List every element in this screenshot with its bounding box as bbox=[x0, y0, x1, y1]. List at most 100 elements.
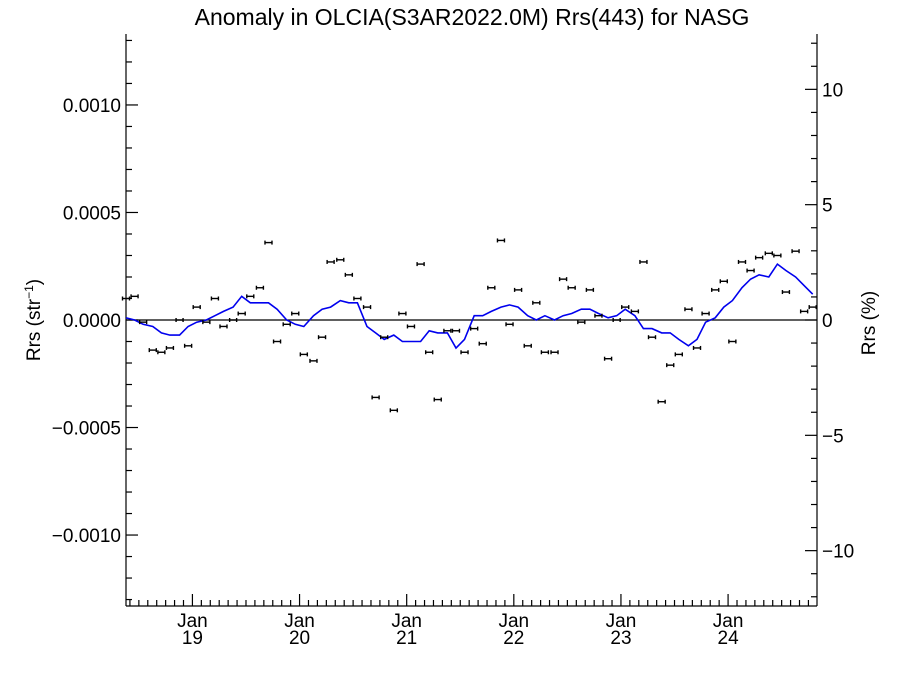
anomaly-point bbox=[255, 285, 265, 290]
anomaly-point bbox=[130, 294, 139, 299]
anomaly-point bbox=[719, 279, 728, 284]
anomaly-point bbox=[621, 305, 630, 310]
anomaly-point bbox=[487, 285, 496, 290]
anomaly-point bbox=[523, 343, 532, 348]
x-tick-label-month: Jan bbox=[391, 611, 422, 632]
anomaly-point bbox=[558, 277, 568, 282]
anomaly-point bbox=[799, 309, 809, 314]
anomaly-point bbox=[773, 253, 782, 258]
anomaly-point bbox=[684, 307, 693, 312]
anomaly-point bbox=[451, 328, 461, 333]
x-tick-label-month: Jan bbox=[713, 611, 744, 632]
x-tick-label-month: Jan bbox=[284, 611, 315, 632]
anomaly-point bbox=[746, 268, 755, 273]
anomaly-point bbox=[317, 335, 327, 340]
anomaly-point bbox=[183, 343, 193, 348]
x-tick-label-year: 22 bbox=[503, 628, 524, 649]
anomaly-point bbox=[210, 296, 220, 301]
anomaly-point bbox=[630, 309, 640, 314]
right-tick-label: 10 bbox=[822, 80, 843, 101]
x-tick-label-month: Jan bbox=[177, 611, 208, 632]
anomaly-point bbox=[282, 322, 291, 327]
y-axis-label-left-exponent: −1 bbox=[22, 285, 36, 299]
smoothed-line bbox=[125, 262, 814, 350]
chart-title: Anomaly in OLCIA(S3AR2022.0M) Rrs(443) f… bbox=[195, 4, 750, 30]
anomaly-point bbox=[398, 311, 407, 316]
anomaly-point bbox=[362, 305, 372, 310]
anomaly-point bbox=[219, 324, 228, 329]
anomaly-point bbox=[657, 399, 666, 404]
smoothed-series bbox=[125, 262, 814, 350]
left-tick-label: 0.0010 bbox=[63, 96, 121, 117]
anomaly-point bbox=[202, 320, 211, 325]
anomaly-point bbox=[711, 287, 720, 292]
y-axis-label-right: Rrs (%) bbox=[859, 291, 880, 355]
anomaly-point bbox=[246, 294, 255, 299]
anomaly-point bbox=[228, 318, 238, 322]
anomaly-point bbox=[603, 356, 613, 361]
left-tick-label: 0.0000 bbox=[63, 311, 121, 332]
anomaly-point bbox=[737, 259, 747, 264]
anomaly-point bbox=[513, 287, 523, 292]
y-axis-label-left-text: Rrs (str bbox=[24, 298, 45, 361]
anomaly-point bbox=[478, 341, 487, 346]
anomaly-point bbox=[647, 335, 657, 340]
anomaly-point bbox=[692, 345, 702, 350]
anomaly-point bbox=[379, 335, 389, 340]
anomaly-point bbox=[157, 350, 166, 355]
y-axis-label-left-close: ) bbox=[24, 279, 45, 285]
right-tick-label: 5 bbox=[822, 196, 833, 217]
anomaly-point bbox=[639, 259, 648, 264]
anomaly-point bbox=[666, 363, 675, 368]
anomaly-point bbox=[344, 272, 354, 277]
x-tick-label-year: 20 bbox=[289, 628, 310, 649]
anomaly-point bbox=[371, 395, 380, 400]
anomaly-point bbox=[138, 320, 148, 325]
anomaly-point bbox=[764, 251, 773, 256]
anomaly-point bbox=[674, 352, 683, 357]
anomaly-point bbox=[791, 249, 800, 254]
anomaly-point bbox=[612, 318, 621, 322]
anomaly-point bbox=[460, 350, 469, 355]
anomaly-point bbox=[192, 305, 201, 310]
anomaly-point bbox=[175, 318, 184, 322]
anomaly-point bbox=[336, 257, 345, 262]
anomaly-point bbox=[505, 322, 514, 327]
anomaly-point bbox=[469, 326, 479, 331]
anomaly-point bbox=[326, 259, 335, 264]
anomaly-point bbox=[540, 350, 550, 355]
x-tick-label-year: 23 bbox=[610, 628, 631, 649]
right-tick-label: −5 bbox=[822, 426, 844, 447]
left-tick-label: −0.0010 bbox=[52, 526, 121, 547]
anomaly-point bbox=[594, 313, 603, 318]
x-tick-label-month: Jan bbox=[498, 611, 529, 632]
anomaly-point bbox=[272, 339, 282, 344]
anomaly-point bbox=[728, 339, 737, 344]
anomaly-point bbox=[701, 311, 710, 316]
anomaly-point bbox=[550, 350, 559, 355]
anomaly-point bbox=[754, 255, 764, 260]
anomaly-point bbox=[781, 290, 791, 295]
anomaly-point bbox=[532, 300, 541, 305]
left-tick-label: 0.0005 bbox=[63, 203, 121, 224]
axis-ticks: 0.0010 0.0005 0.0000 −0.0005 −0.0010 10 5 0 −5 −1… bbox=[52, 39, 854, 649]
anomaly-point bbox=[585, 287, 595, 292]
anomaly-point bbox=[567, 285, 576, 290]
anomaly-point bbox=[424, 350, 434, 355]
anomaly-point bbox=[577, 320, 586, 325]
x-tick-label-year: 21 bbox=[396, 628, 417, 649]
anomaly-point bbox=[496, 238, 506, 243]
anomaly-point bbox=[291, 311, 300, 316]
left-tick-label: −0.0005 bbox=[52, 419, 121, 440]
anomaly-points bbox=[121, 238, 817, 413]
right-tick-label: −10 bbox=[822, 542, 854, 563]
x-tick-label-year: 19 bbox=[182, 628, 203, 649]
anomaly-point bbox=[406, 324, 416, 329]
x-tick-label-month: Jan bbox=[606, 611, 637, 632]
anomaly-point bbox=[433, 397, 442, 402]
anomaly-point bbox=[165, 345, 175, 350]
anomaly-point bbox=[299, 352, 309, 357]
anomaly-point bbox=[121, 296, 131, 301]
anomaly-point bbox=[148, 348, 157, 353]
